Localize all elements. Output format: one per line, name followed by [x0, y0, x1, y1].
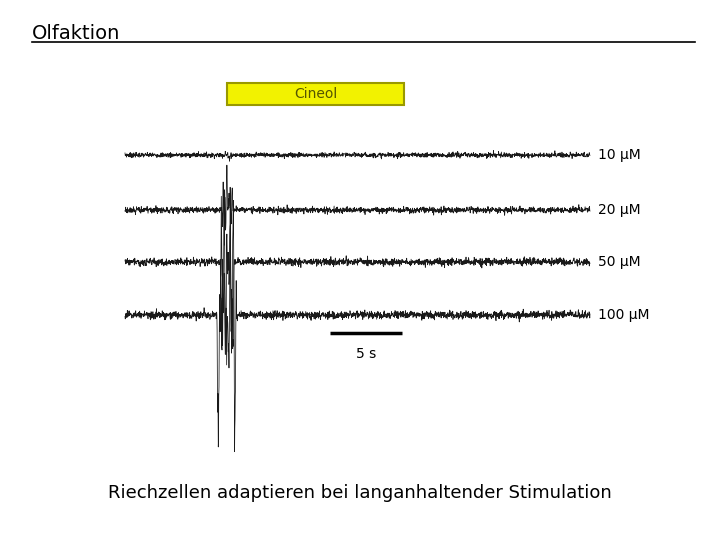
Text: Cineol: Cineol	[294, 87, 337, 101]
Text: 50 μM: 50 μM	[598, 255, 641, 269]
Text: 5 s: 5 s	[356, 347, 376, 361]
Bar	[228, 83, 404, 105]
Text: 100 μM: 100 μM	[598, 308, 649, 322]
Text: Olfaktion: Olfaktion	[32, 24, 120, 43]
Text: 10 μM: 10 μM	[598, 148, 641, 162]
Text: 20 μM: 20 μM	[598, 203, 641, 217]
Text: Riechzellen adaptieren bei langanhaltender Stimulation: Riechzellen adaptieren bei langanhaltend…	[108, 484, 612, 502]
